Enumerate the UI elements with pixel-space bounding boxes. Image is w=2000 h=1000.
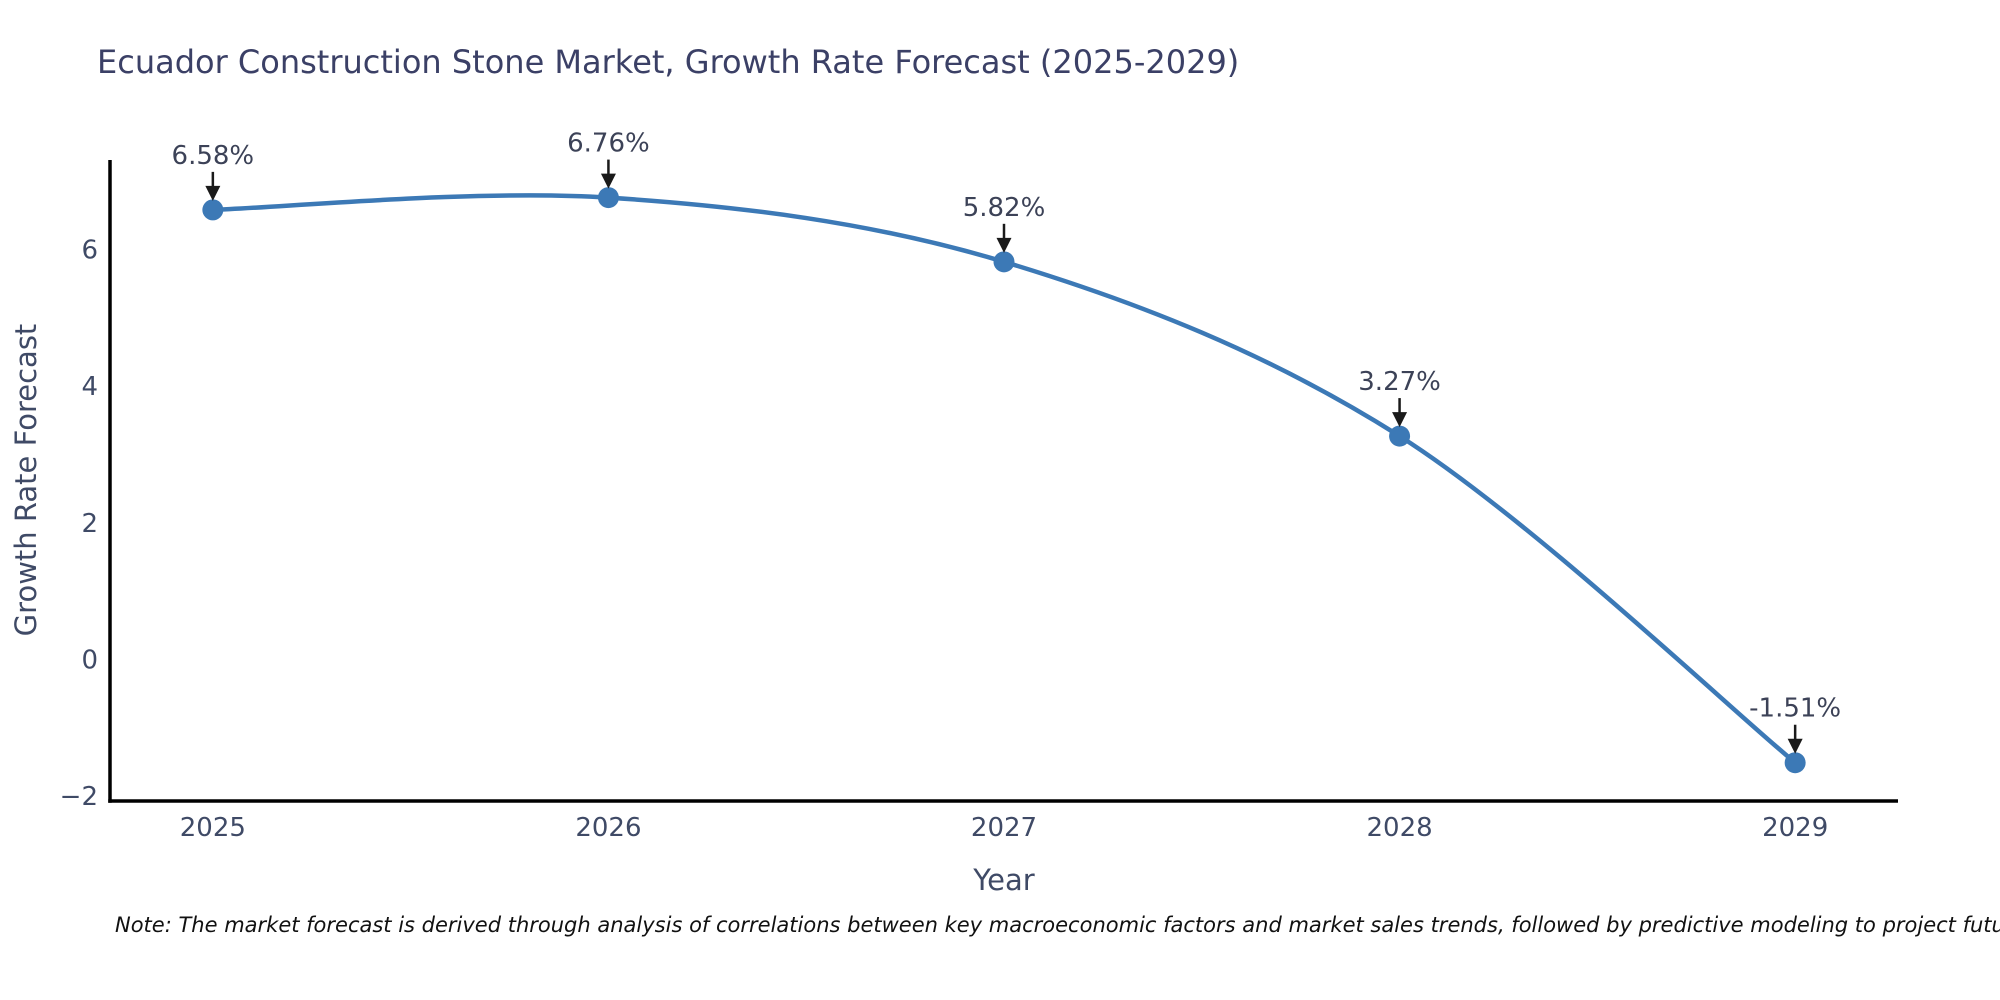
annotation-arrowhead-icon (996, 237, 1012, 253)
y-tick-label: 4 (81, 372, 98, 402)
y-tick-label: 0 (81, 646, 98, 676)
plot-area: −2 0 2 4 6 2025 2026 2027 2028 2029 6.58% 6.76% 5.82… (60, 129, 1898, 843)
data-point-2028 (1389, 425, 1411, 447)
annotation-arrowhead-icon (205, 185, 221, 201)
annotation-arrowhead-icon (1787, 738, 1803, 754)
annotation-value-label: -1.51% (1749, 694, 1841, 724)
data-point-2027 (993, 251, 1015, 273)
annotation-value-label: 3.27% (1358, 367, 1441, 397)
data-point-2025 (202, 199, 224, 221)
annotation-arrowhead-icon (1392, 412, 1408, 428)
x-axis-title: Year (972, 863, 1034, 897)
x-tick-label: 2027 (971, 813, 1037, 843)
annotation-2028: 3.27% (1358, 367, 1441, 428)
x-tick-label: 2026 (575, 813, 641, 843)
annotation-arrowhead-icon (600, 173, 616, 189)
y-tick-label: 6 (81, 236, 98, 266)
y-axis-title: Growth Rate Forecast (9, 324, 43, 637)
data-point-2026 (597, 187, 619, 209)
annotation-2025: 6.58% (172, 141, 255, 201)
annotation-2027: 5.82% (963, 193, 1046, 253)
x-tick-label: 2028 (1366, 813, 1432, 843)
annotation-value-label: 6.76% (567, 129, 650, 159)
x-tick-label: 2029 (1762, 813, 1828, 843)
chart-title: Ecuador Construction Stone Market, Growt… (97, 43, 1239, 81)
x-tick-label: 2025 (180, 813, 246, 843)
annotation-value-label: 5.82% (963, 193, 1046, 223)
trend-line (210, 193, 1798, 765)
y-tick-label: 2 (81, 509, 98, 539)
annotation-2026: 6.76% (567, 129, 650, 189)
y-tick-label: −2 (60, 782, 98, 812)
annotation-value-label: 6.58% (172, 141, 255, 171)
footnote: Note: The market forecast is derived thr… (115, 913, 2000, 937)
annotation-2029: -1.51% (1749, 694, 1841, 754)
data-point-2029 (1784, 752, 1806, 774)
